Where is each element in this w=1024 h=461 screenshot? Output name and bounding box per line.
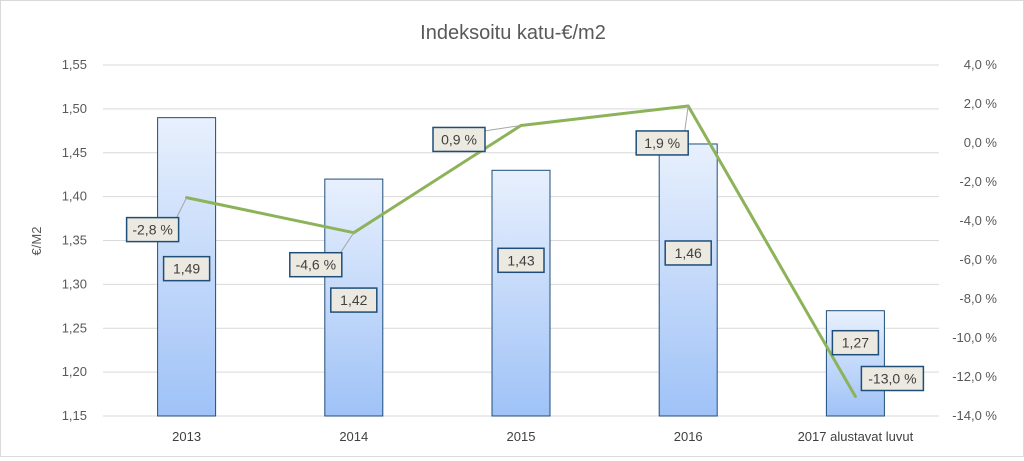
bar-data-label: 1,42 — [340, 292, 367, 308]
y2-tick-label: -14,0 % — [952, 408, 997, 423]
line-data-label: -4,6 % — [296, 257, 336, 273]
y2-tick-label: -2,0 % — [959, 174, 997, 189]
line-data-label: 1,9 % — [644, 135, 680, 151]
x-tick-label: 2013 — [172, 429, 201, 444]
y2-tick-label: -6,0 % — [959, 252, 997, 267]
y-tick-label: 1,50 — [62, 101, 87, 116]
y2-axis-ticks: -14,0 % -12,0 % -10,0 % -8,0 % -6,0 % -4,0 % -… — [952, 57, 997, 423]
line-data-label-box — [125, 216, 180, 243]
y2-tick-label: 2,0 % — [964, 96, 998, 111]
y-tick-label: 1,40 — [62, 189, 87, 204]
line-point — [853, 395, 857, 398]
y-axis-label: €/M2 — [29, 227, 44, 256]
bar-data-label-box — [497, 247, 545, 274]
line-data-label-box — [289, 251, 343, 278]
x-tick-label: 2017 alustavat luvut — [798, 429, 914, 444]
line-data-label: 0,9 % — [441, 131, 477, 147]
line-data-label-box — [860, 365, 925, 392]
bar-data-label-box — [330, 287, 378, 313]
y-tick-label: 1,30 — [62, 276, 87, 291]
x-tick-label: 2016 — [674, 429, 703, 444]
y-tick-label: 1,45 — [62, 145, 87, 160]
y-tick-label: 1,35 — [62, 233, 87, 248]
x-axis-ticks: 2013 2014 2015 2016 2017 alustavat luvut — [172, 429, 913, 444]
y2-tick-label: -4,0 % — [959, 213, 997, 228]
bar-data-label-box — [831, 329, 880, 356]
bar-data-label: 1,46 — [675, 245, 702, 261]
bar — [658, 143, 718, 417]
y2-tick-label: 4,0 % — [964, 57, 998, 72]
y2-tick-label: -12,0 % — [952, 369, 997, 384]
y-tick-label: 1,15 — [62, 408, 87, 423]
bar-data-label: 1,43 — [507, 252, 534, 268]
y-axis-ticks: 1,15 1,20 1,25 1,30 1,35 1,40 1,45 1,50 1,55 — [62, 57, 87, 423]
bar-data-label: 1,49 — [173, 261, 200, 277]
line-data-label-box — [432, 126, 486, 153]
y-tick-label: 1,20 — [62, 364, 87, 379]
bar — [491, 169, 551, 417]
x-tick-label: 2014 — [339, 429, 368, 444]
y-tick-label: 1,55 — [62, 57, 87, 72]
bar-data-label-box — [162, 255, 211, 282]
line-data-label: -13,0 % — [868, 371, 916, 387]
y2-tick-label: -10,0 % — [952, 330, 997, 345]
leader-line — [683, 105, 689, 136]
y-tick-label: 1,25 — [62, 320, 87, 335]
leader-line — [480, 124, 522, 132]
line-data-label: -2,8 % — [132, 222, 172, 238]
chart-title: Indeksoitu katu-€/m2 — [420, 22, 606, 44]
y2-tick-label: 0,0 % — [964, 135, 998, 150]
line-data-label-box — [635, 130, 689, 156]
bar-data-label-box — [664, 240, 712, 266]
line-data-labels: -2,8 % -4,6 % 0,9 % 1,9 % -13,0 % — [125, 105, 925, 392]
y2-tick-label: -8,0 % — [959, 291, 997, 306]
x-tick-label: 2015 — [507, 429, 536, 444]
bar-data-labels: 1,49 1,42 1,43 1,46 1,27 — [162, 240, 880, 356]
bar-data-label: 1,27 — [842, 335, 869, 351]
